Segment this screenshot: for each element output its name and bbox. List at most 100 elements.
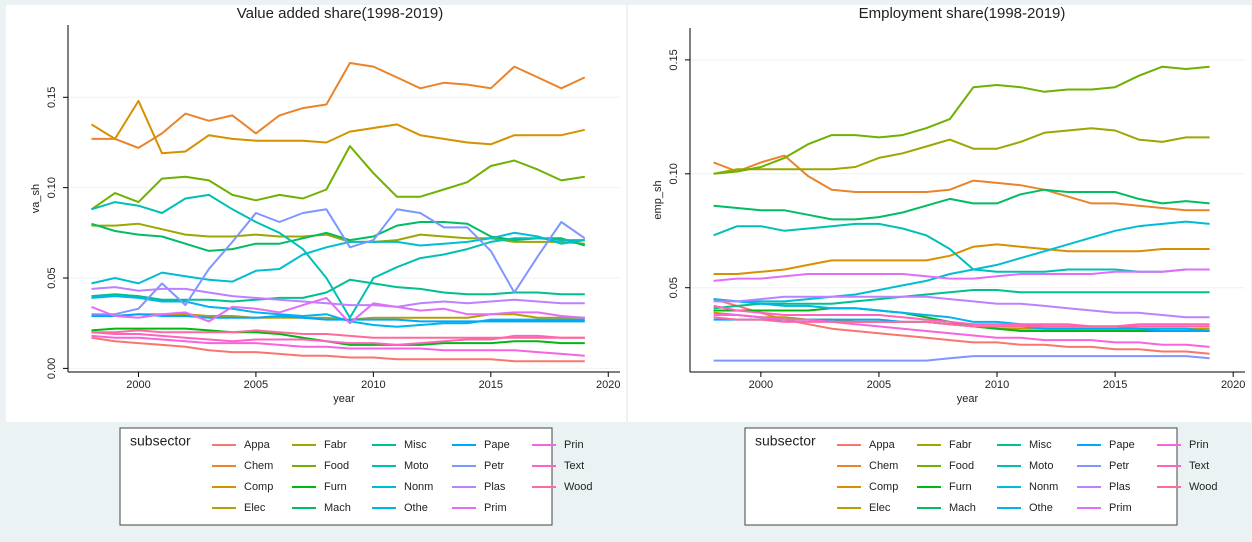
chart-title: Employment share(1998-2019) [859, 5, 1066, 22]
x-tick-label: 2015 [479, 379, 503, 391]
legend-label: Prim [484, 502, 507, 514]
series-line [713, 307, 1210, 332]
legend-label: Pape [1109, 439, 1135, 451]
x-axis-label: year [333, 393, 355, 405]
legend-label: Appa [869, 439, 896, 451]
series-line [713, 127, 1210, 175]
x-axis-label: year [957, 393, 979, 405]
legend-label: Prin [564, 439, 584, 451]
series-line [713, 243, 1210, 275]
series-line [91, 329, 585, 339]
plot-panel [6, 5, 626, 422]
legend-label: Mach [949, 502, 976, 514]
legend-label: Moto [1029, 460, 1053, 472]
y-tick-label: 0.10 [46, 177, 58, 198]
series-line [713, 304, 1210, 328]
legend-label: Othe [404, 502, 428, 514]
series-line [713, 268, 1210, 282]
legend-label: Plas [1109, 481, 1131, 493]
series-line [91, 231, 585, 285]
series-line [91, 295, 585, 328]
y-tick-label: 0.15 [46, 87, 58, 108]
series-line [91, 296, 585, 325]
legend-label: Plas [484, 481, 506, 493]
legend-label: Chem [244, 460, 273, 472]
legend-label: Wood [1189, 481, 1218, 493]
legend-label: Furn [949, 481, 972, 493]
legend-label: Food [324, 460, 349, 472]
series-line [91, 62, 586, 149]
x-tick-label: 2000 [126, 379, 150, 391]
legend-label: Appa [244, 439, 271, 451]
legend-label: Prin [1189, 439, 1209, 451]
y-axis-label: emp_sh [652, 180, 664, 219]
legend-label: Misc [404, 439, 427, 451]
x-tick-label: 2010 [985, 379, 1009, 391]
x-tick-label: 2015 [1103, 379, 1127, 391]
legend-label: Nonm [404, 481, 433, 493]
y-tick-label: 0.15 [668, 49, 680, 70]
y-axis-label: va_sh [30, 184, 42, 213]
legend-label: Text [1189, 460, 1209, 472]
legend-title: subsector [755, 433, 816, 449]
legend-label: Prim [1109, 502, 1132, 514]
legend-label: Misc [1029, 439, 1052, 451]
series-line [90, 145, 585, 211]
legend-label: Comp [244, 481, 273, 493]
series-line [91, 278, 585, 303]
series-line [713, 289, 1210, 310]
series-line [713, 222, 1210, 273]
y-tick-label: 0.05 [46, 267, 58, 288]
y-tick-label: 0.10 [668, 163, 680, 184]
y-tick-label: 0.00 [46, 358, 58, 379]
legend-label: Moto [404, 460, 428, 472]
legend-label: Food [949, 460, 974, 472]
legend-label: Fabr [324, 439, 347, 451]
plot-panel [628, 5, 1251, 422]
series-line [91, 208, 586, 316]
series-line [91, 334, 585, 357]
legend-label: Othe [1029, 502, 1053, 514]
x-tick-label: 2020 [1221, 379, 1245, 391]
legend-label: Elec [244, 502, 266, 514]
legend-label: Mach [324, 502, 351, 514]
series-line [90, 99, 586, 155]
legend-label: Wood [564, 481, 593, 493]
x-tick-label: 2020 [596, 379, 620, 391]
legend-label: Petr [484, 460, 505, 472]
series-line [713, 65, 1210, 175]
legend-box [119, 427, 553, 526]
legend-title: subsector [130, 433, 191, 449]
series-line [713, 295, 1210, 319]
y-tick-label: 0.05 [668, 277, 680, 298]
x-tick-label: 2005 [867, 379, 891, 391]
legend-label: Comp [869, 481, 898, 493]
legend-label: Petr [1109, 460, 1130, 472]
chart-title: Value added share(1998-2019) [237, 5, 444, 22]
legend-label: Pape [484, 439, 510, 451]
legend-label: Text [564, 460, 584, 472]
legend-label: Chem [869, 460, 898, 472]
series-line [91, 286, 585, 308]
legend-label: Furn [324, 481, 347, 493]
series-line [713, 154, 1210, 212]
legend-label: Fabr [949, 439, 972, 451]
series-line [91, 193, 585, 319]
series-line [91, 221, 586, 252]
series-line [713, 314, 1210, 348]
x-tick-label: 2005 [244, 379, 268, 391]
series-line [91, 313, 585, 323]
legend-box [744, 427, 1178, 526]
legend-label: Nonm [1029, 481, 1058, 493]
legend-label: Elec [869, 502, 891, 514]
series-line [713, 298, 1210, 332]
x-tick-label: 2000 [749, 379, 773, 391]
series-line [91, 336, 585, 363]
series-line [713, 188, 1210, 221]
series-line [713, 316, 1210, 328]
series-line [713, 220, 1210, 303]
x-tick-label: 2010 [361, 379, 385, 391]
series-line [713, 355, 1210, 362]
